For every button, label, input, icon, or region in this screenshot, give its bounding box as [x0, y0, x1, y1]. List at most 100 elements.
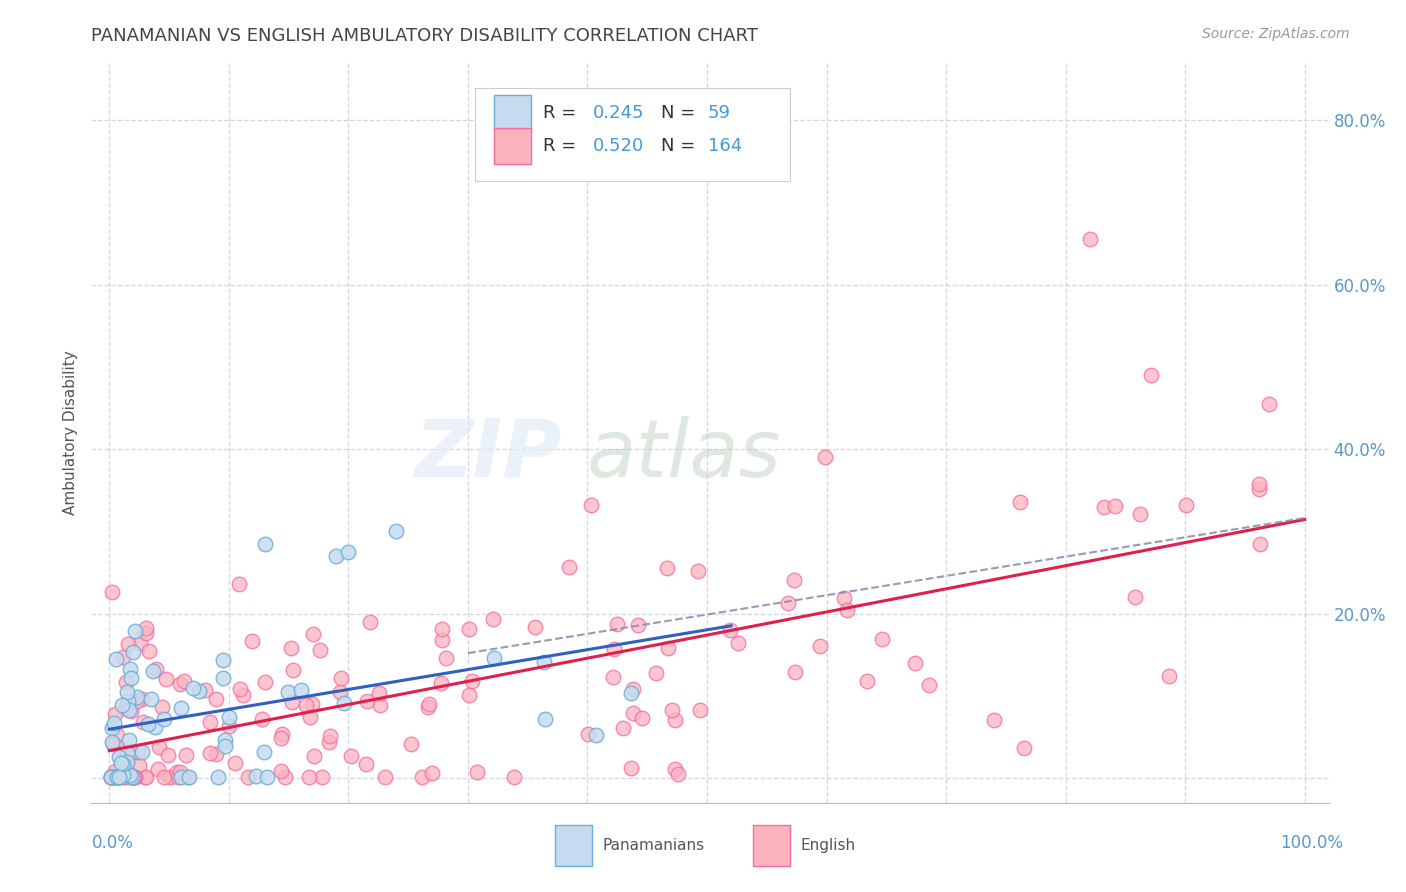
- Point: [280, 641, 302, 656]
- Point: [411, 770, 433, 784]
- Point: [135, 625, 157, 640]
- Text: Source: ZipAtlas.com: Source: ZipAtlas.com: [1202, 27, 1350, 41]
- Point: [256, 770, 278, 784]
- Point: [214, 732, 236, 747]
- Bar: [494, 95, 530, 130]
- Point: [481, 612, 503, 626]
- Point: [108, 770, 131, 784]
- Point: [457, 689, 479, 703]
- Point: [837, 603, 859, 617]
- Point: [155, 672, 177, 686]
- Point: [187, 684, 209, 698]
- Point: [105, 728, 128, 742]
- Point: [170, 701, 193, 715]
- Point: [170, 770, 193, 784]
- Point: [274, 770, 297, 784]
- Text: 0.0%: 0.0%: [91, 834, 134, 852]
- Point: [872, 632, 894, 646]
- Point: [1092, 500, 1115, 515]
- Point: [117, 685, 139, 699]
- Point: [117, 694, 139, 708]
- Point: [207, 770, 229, 784]
- Point: [139, 691, 162, 706]
- Point: [112, 767, 135, 781]
- FancyBboxPatch shape: [475, 88, 790, 181]
- Point: [458, 623, 481, 637]
- Point: [122, 770, 145, 784]
- Point: [319, 730, 342, 744]
- Point: [354, 757, 377, 772]
- Point: [309, 643, 332, 657]
- Point: [283, 663, 305, 677]
- Point: [105, 770, 128, 784]
- Point: [198, 746, 221, 760]
- Point: [131, 692, 153, 706]
- Point: [302, 749, 325, 764]
- Point: [620, 686, 643, 700]
- Y-axis label: Ambulatory Disability: Ambulatory Disability: [63, 351, 79, 515]
- Point: [166, 764, 188, 779]
- Point: [1175, 498, 1198, 512]
- Point: [503, 770, 526, 784]
- Point: [295, 698, 318, 712]
- Point: [101, 770, 124, 784]
- Point: [602, 670, 624, 684]
- Point: [157, 747, 180, 762]
- Text: 164: 164: [707, 137, 742, 155]
- Point: [103, 715, 125, 730]
- Point: [856, 673, 879, 688]
- Point: [129, 636, 152, 650]
- Text: Panamanians: Panamanians: [602, 838, 704, 854]
- Point: [148, 739, 170, 754]
- Point: [558, 560, 581, 574]
- Point: [585, 728, 607, 742]
- Point: [107, 770, 129, 784]
- Point: [110, 767, 132, 781]
- Point: [689, 703, 711, 717]
- Point: [298, 770, 321, 784]
- Point: [360, 615, 382, 630]
- Point: [623, 706, 645, 720]
- Point: [620, 761, 643, 775]
- Point: [212, 671, 235, 685]
- Point: [112, 770, 135, 784]
- Point: [105, 770, 128, 784]
- Text: R =: R =: [543, 103, 582, 122]
- Point: [114, 700, 136, 714]
- Point: [329, 685, 352, 699]
- Point: [1157, 669, 1180, 683]
- Point: [152, 712, 174, 726]
- Point: [100, 770, 122, 784]
- Point: [465, 765, 488, 780]
- Point: [664, 762, 686, 776]
- Point: [176, 747, 198, 762]
- Point: [290, 683, 312, 698]
- Point: [416, 699, 439, 714]
- Point: [112, 649, 135, 664]
- Point: [631, 711, 654, 725]
- Point: [115, 756, 138, 771]
- Point: [253, 745, 276, 759]
- Point: [236, 770, 259, 784]
- Point: [173, 674, 195, 689]
- Point: [103, 737, 125, 751]
- Point: [100, 770, 122, 784]
- Point: [606, 616, 628, 631]
- Point: [224, 756, 246, 770]
- Point: [124, 624, 146, 638]
- Point: [135, 770, 157, 784]
- Point: [664, 713, 686, 727]
- Point: [482, 651, 505, 665]
- Point: [120, 704, 142, 718]
- Bar: [754, 825, 790, 866]
- Point: [166, 770, 188, 784]
- Point: [418, 698, 440, 712]
- Point: [814, 450, 837, 464]
- Point: [122, 770, 145, 784]
- Point: [117, 755, 139, 769]
- Point: [228, 576, 250, 591]
- Point: [524, 620, 547, 634]
- Point: [1104, 499, 1126, 513]
- Point: [101, 585, 124, 599]
- Point: [603, 642, 626, 657]
